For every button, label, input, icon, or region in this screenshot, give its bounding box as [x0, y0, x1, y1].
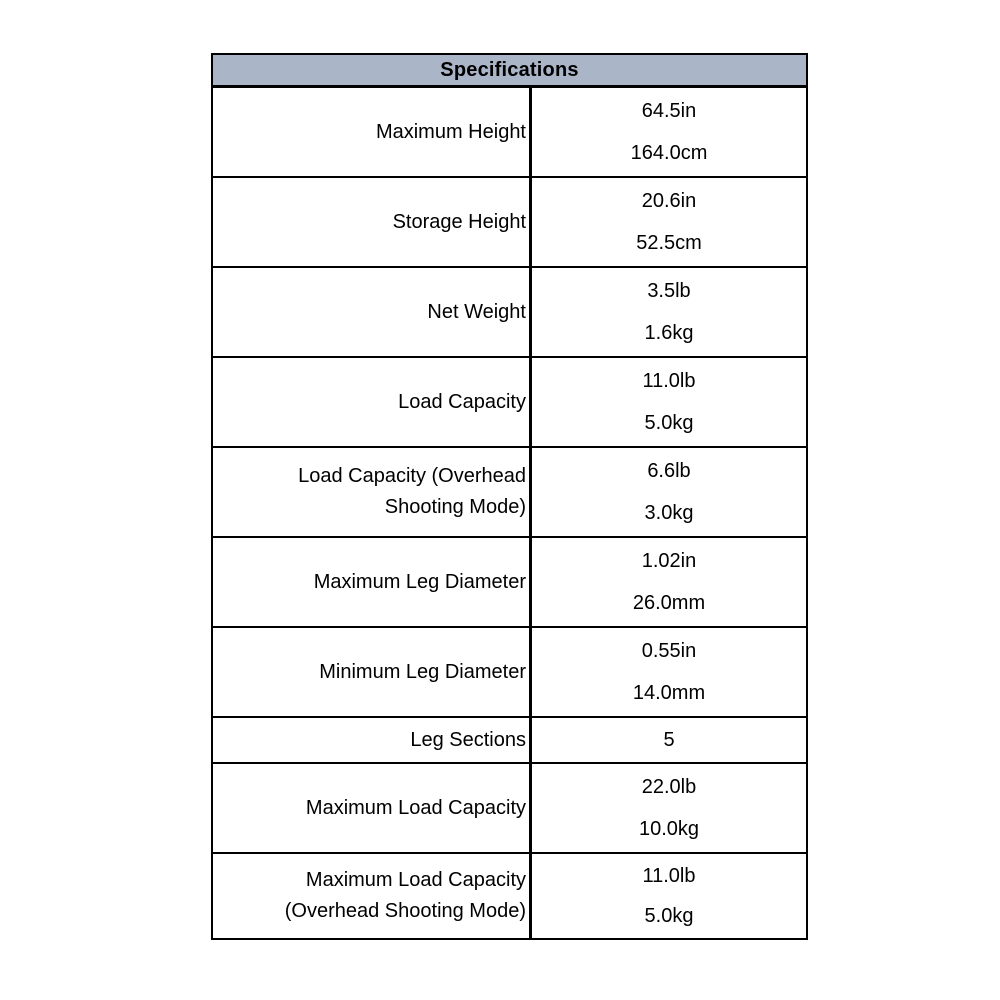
spec-label-cell: Leg Sections — [213, 718, 532, 762]
spec-value-imperial: 11.0lb — [642, 864, 696, 887]
spec-label: Minimum Leg Diameter — [319, 660, 526, 683]
table-title: Specifications — [440, 58, 579, 81]
spec-label-cell: Maximum Height — [213, 88, 532, 176]
spec-label-cell: Maximum Load Capacity (Overhead Shooting… — [213, 854, 532, 938]
spec-value-cell: 20.6in 52.5cm — [532, 178, 806, 266]
spec-label: Maximum Load Capacity (Overhead Shooting… — [284, 869, 526, 922]
spec-label: Maximum Leg Diameter — [313, 570, 526, 593]
spec-value-metric: 164.0cm — [630, 141, 708, 164]
table-row: Leg Sections 5 — [213, 718, 806, 764]
table-row: Minimum Leg Diameter 0.55in 14.0mm — [213, 628, 806, 718]
table-header: Specifications — [213, 55, 806, 88]
spec-label-cell: Storage Height — [213, 178, 532, 266]
spec-label: Load Capacity (Overhead Shooting Mode) — [298, 465, 526, 518]
spec-value-imperial: 1.02in — [641, 549, 697, 572]
spec-label: Storage Height — [392, 210, 526, 233]
table-row: Net Weight 3.5lb 1.6kg — [213, 268, 806, 358]
spec-value-metric: 5.0kg — [644, 904, 694, 927]
table-row: Storage Height 20.6in 52.5cm — [213, 178, 806, 268]
spec-value-cell: 5 — [532, 718, 806, 762]
spec-value-imperial: 3.5lb — [647, 279, 691, 302]
spec-label-cell: Net Weight — [213, 268, 532, 356]
table-row: Maximum Load Capacity (Overhead Shooting… — [213, 854, 806, 938]
table-row: Maximum Height 64.5in 164.0cm — [213, 88, 806, 178]
spec-value-metric: 1.6kg — [644, 321, 694, 344]
spec-label: Leg Sections — [410, 728, 526, 751]
table-row: Maximum Leg Diameter 1.02in 26.0mm — [213, 538, 806, 628]
spec-value-cell: 6.6lb 3.0kg — [532, 448, 806, 536]
spec-label-cell: Minimum Leg Diameter — [213, 628, 532, 716]
table-row: Maximum Load Capacity 22.0lb 10.0kg — [213, 764, 806, 854]
spec-label: Load Capacity — [398, 390, 526, 413]
spec-value-metric: 52.5cm — [636, 231, 702, 254]
spec-label: Net Weight — [427, 300, 526, 323]
spec-label-cell: Load Capacity (Overhead Shooting Mode) — [213, 448, 532, 536]
spec-value-cell: 64.5in 164.0cm — [532, 88, 806, 176]
spec-value-cell: 11.0lb 5.0kg — [532, 358, 806, 446]
spec-value-imperial: 11.0lb — [642, 369, 696, 392]
spec-value-cell: 11.0lb 5.0kg — [532, 854, 806, 938]
spec-value-metric: 10.0kg — [638, 817, 700, 840]
spec-value-imperial: 0.55in — [641, 639, 697, 662]
spec-label: Maximum Height — [375, 120, 526, 143]
spec-value-cell: 22.0lb 10.0kg — [532, 764, 806, 852]
spec-value-metric: 14.0mm — [632, 681, 706, 704]
spec-value-imperial: 64.5in — [641, 99, 697, 122]
spec-value-metric: 26.0mm — [632, 591, 706, 614]
spec-label-cell: Maximum Load Capacity — [213, 764, 532, 852]
table-row: Load Capacity 11.0lb 5.0kg — [213, 358, 806, 448]
spec-value-metric: 3.0kg — [644, 501, 694, 524]
spec-value-cell: 0.55in 14.0mm — [532, 628, 806, 716]
spec-value-imperial: 20.6in — [641, 189, 697, 212]
spec-label-cell: Maximum Leg Diameter — [213, 538, 532, 626]
spec-value-cell: 3.5lb 1.6kg — [532, 268, 806, 356]
spec-value-imperial: 6.6lb — [647, 459, 691, 482]
specifications-table: Specifications Maximum Height 64.5in 164… — [211, 53, 808, 940]
spec-label-cell: Load Capacity — [213, 358, 532, 446]
spec-value-cell: 1.02in 26.0mm — [532, 538, 806, 626]
table-row: Load Capacity (Overhead Shooting Mode) 6… — [213, 448, 806, 538]
spec-value-imperial: 22.0lb — [641, 775, 697, 798]
spec-value-metric: 5.0kg — [644, 411, 694, 434]
spec-label: Maximum Load Capacity — [305, 796, 526, 819]
spec-value: 5 — [663, 728, 675, 751]
